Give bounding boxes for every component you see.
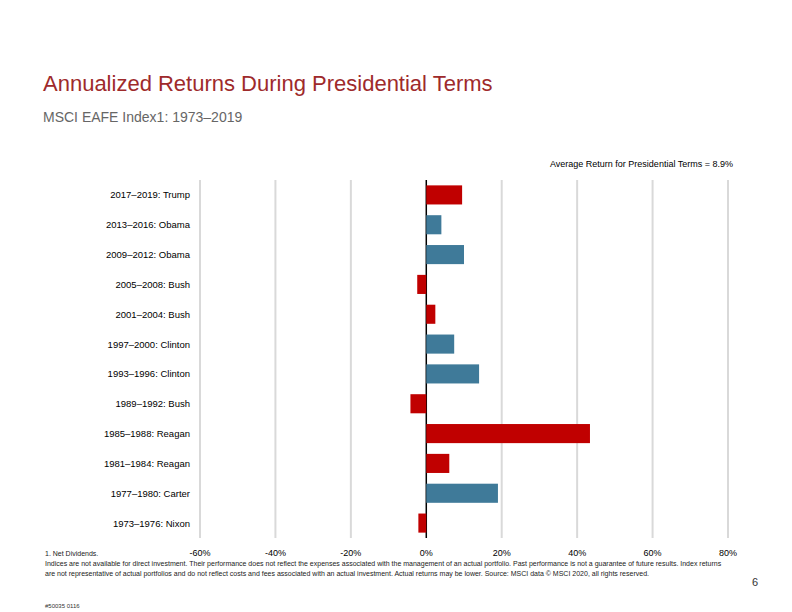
tick-label: 40%: [568, 548, 586, 558]
grid-line: [350, 180, 352, 538]
category-label: 2017–2019: Trump: [110, 189, 190, 200]
tick-label: -60%: [189, 548, 210, 558]
bar: [417, 275, 426, 294]
grid-line: [727, 180, 729, 538]
bar: [426, 245, 464, 264]
category-label: 1985–1988: Reagan: [104, 428, 190, 439]
tick-label: 20%: [493, 548, 511, 558]
annotation: Average Return for Presidential Terms = …: [550, 159, 733, 169]
bar: [426, 185, 462, 204]
category-label: 1993–1996: Clinton: [108, 368, 190, 379]
grid-line: [576, 180, 578, 538]
category-label: 2001–2004: Bush: [116, 309, 190, 320]
tick-label: 60%: [644, 548, 662, 558]
tick-label: -20%: [340, 548, 361, 558]
bar: [410, 394, 426, 413]
bar: [426, 454, 449, 473]
bar: [426, 484, 498, 503]
bar: [426, 424, 590, 443]
bar: [426, 364, 479, 383]
chart: Annualized Returns During Presidential T…: [0, 0, 792, 612]
tick-label: 80%: [719, 548, 737, 558]
grid: [200, 180, 728, 538]
category-label: 2009–2012: Obama: [106, 249, 191, 260]
page-number: 6: [752, 576, 758, 588]
bars: [410, 185, 590, 532]
category-label: 2013–2016: Obama: [106, 219, 191, 230]
subtitle: MSCI EAFE Index1: 1973–2019: [43, 109, 242, 125]
bar: [426, 215, 441, 234]
category-label: 1997–2000: Clinton: [108, 339, 190, 350]
bar: [418, 514, 426, 533]
bar: [426, 305, 435, 324]
disclaimer: Indices are not available for direct inv…: [45, 559, 725, 578]
footnote: 1. Net Dividends.: [45, 550, 98, 557]
bar: [426, 335, 454, 354]
category-label: 1973–1976: Nixon: [113, 518, 190, 529]
title: Annualized Returns During Presidential T…: [43, 71, 493, 96]
tick-label: 0%: [420, 548, 433, 558]
grid-line: [274, 180, 276, 538]
grid-line: [652, 180, 654, 538]
tick-label: -40%: [265, 548, 286, 558]
grid-line: [199, 180, 201, 538]
page: Annualized Returns During Presidential T…: [0, 0, 792, 612]
category-label: 1981–1984: Reagan: [104, 458, 190, 469]
grid-line: [501, 180, 503, 538]
category-label: 1977–1980: Carter: [111, 488, 190, 499]
category-label: 2005–2008: Bush: [116, 279, 190, 290]
category-label: 1989–1992: Bush: [116, 398, 190, 409]
code: #50035 0116: [45, 603, 80, 609]
